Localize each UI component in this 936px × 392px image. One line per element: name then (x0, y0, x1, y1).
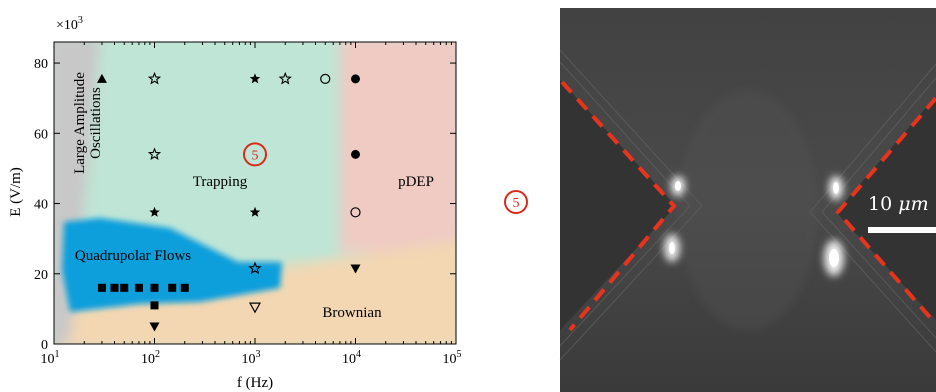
region-label-pdep: pDEP (398, 174, 434, 190)
y-tick-label: 20 (34, 268, 48, 283)
phase-diagram: 0 20 40 60 80 101 102 103 104 105 ×103 E (V/m) f… (8, 15, 462, 391)
y-axis-label: E (V/m) (8, 167, 24, 217)
region-pdep-fill (340, 42, 456, 252)
data-point-square-filled (150, 301, 159, 310)
region-label-quadrupolar: Quadrupolar Flows (75, 248, 191, 264)
region-label-brownian: Brownian (322, 305, 382, 321)
x-tick-label: 102 (141, 349, 160, 367)
region-label-oscillations: Oscillations (88, 87, 104, 159)
y-tick-label: 40 (34, 198, 48, 213)
y-tick-label: 80 (34, 57, 48, 72)
y-tick-label: 0 (41, 338, 48, 353)
data-point-triangle-down-filled (149, 322, 160, 332)
left-electrode (560, 80, 676, 330)
svg-text:5: 5 (252, 148, 259, 163)
scale-bar-label: 10 μm (868, 193, 929, 215)
data-point-circle-filled (351, 149, 360, 159)
svg-text:5: 5 (513, 196, 520, 211)
data-point-star-open (147, 71, 162, 85)
right-electrode-outline (835, 96, 936, 324)
data-point-circle-open (350, 207, 361, 218)
micrograph-image: 10 μm (559, 8, 936, 392)
data-point-triangle-down-filled (350, 264, 361, 274)
data-point-square-filled (120, 283, 129, 292)
data-point-star-open (147, 147, 162, 161)
y-tick-labels: 0 20 40 60 80 (34, 57, 48, 353)
y-tick-label: 60 (34, 127, 48, 142)
data-point-square-filled (150, 283, 159, 292)
x-tick-labels: 101 102 103 104 105 (41, 349, 462, 367)
data-point-star-open (248, 261, 262, 275)
data-point-star-filled (249, 73, 261, 84)
data-markers (96, 71, 361, 332)
axis-ticks (53, 42, 456, 345)
data-point-circle-filled (351, 74, 360, 84)
x-axis-label: f (Hz) (237, 375, 273, 391)
x-tick-label: 103 (242, 349, 261, 367)
data-point-triangle-down-open (248, 302, 262, 314)
right-electrode (836, 96, 936, 320)
annotation-marker-5: 5 (243, 142, 267, 167)
x-tick-label: 105 (443, 349, 462, 367)
region-label-trapping: Trapping (193, 174, 248, 190)
micrograph-callout-5: 5 (504, 190, 528, 214)
data-point-star-filled (249, 206, 261, 217)
x-tick-label: 104 (342, 349, 361, 367)
scale-bar (868, 227, 936, 233)
data-point-triangle-up-filled (96, 73, 107, 83)
data-point-square-filled (97, 283, 106, 292)
region-label-large-amplitude: Large Amplitude (72, 72, 88, 174)
x-tick-label: 101 (41, 349, 60, 367)
data-point-star-filled (149, 206, 160, 217)
data-point-square-filled (168, 283, 177, 292)
data-point-square-filled (180, 283, 189, 292)
y-multiplier: ×103 (56, 15, 83, 33)
data-point-star-open (278, 71, 292, 85)
data-point-square-filled (110, 283, 119, 292)
data-point-circle-open (320, 73, 331, 84)
left-electrode-outline (560, 80, 677, 332)
data-point-square-filled (134, 283, 143, 292)
